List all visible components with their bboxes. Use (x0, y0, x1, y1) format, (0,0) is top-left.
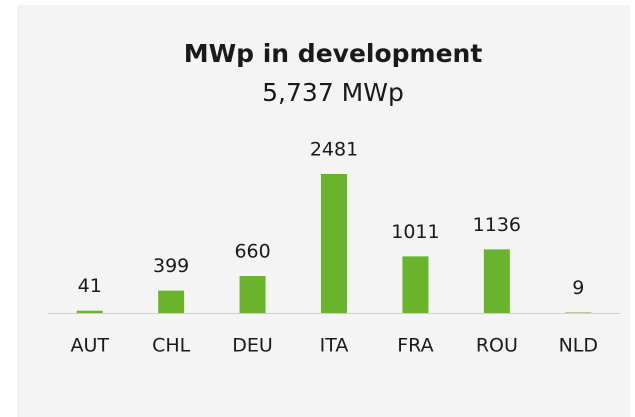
x-tick-label: FRA (397, 335, 433, 357)
value-label: 9 (572, 277, 584, 299)
bar (321, 174, 347, 313)
bar (158, 290, 185, 313)
value-label: 1011 (391, 221, 439, 243)
x-tick-label: NLD (559, 335, 598, 357)
chart-title: MWp in development (184, 39, 483, 68)
bar (76, 310, 103, 313)
bar (239, 276, 266, 313)
x-tick-label: ROU (476, 335, 518, 357)
value-label: 2481 (310, 139, 358, 161)
value-label: 41 (78, 275, 102, 297)
bar (565, 312, 592, 313)
x-tick-label: ITA (320, 335, 349, 357)
x-tick-label: CHL (152, 335, 191, 357)
bar (402, 256, 429, 313)
value-label: 399 (153, 255, 189, 277)
bar (483, 249, 510, 313)
chart-subtitle: 5,737 MWp (262, 78, 404, 107)
value-label: 1136 (473, 214, 521, 236)
x-tick-label: DEU (232, 335, 273, 357)
x-tick-label: AUT (70, 335, 109, 357)
value-label: 660 (234, 241, 270, 263)
